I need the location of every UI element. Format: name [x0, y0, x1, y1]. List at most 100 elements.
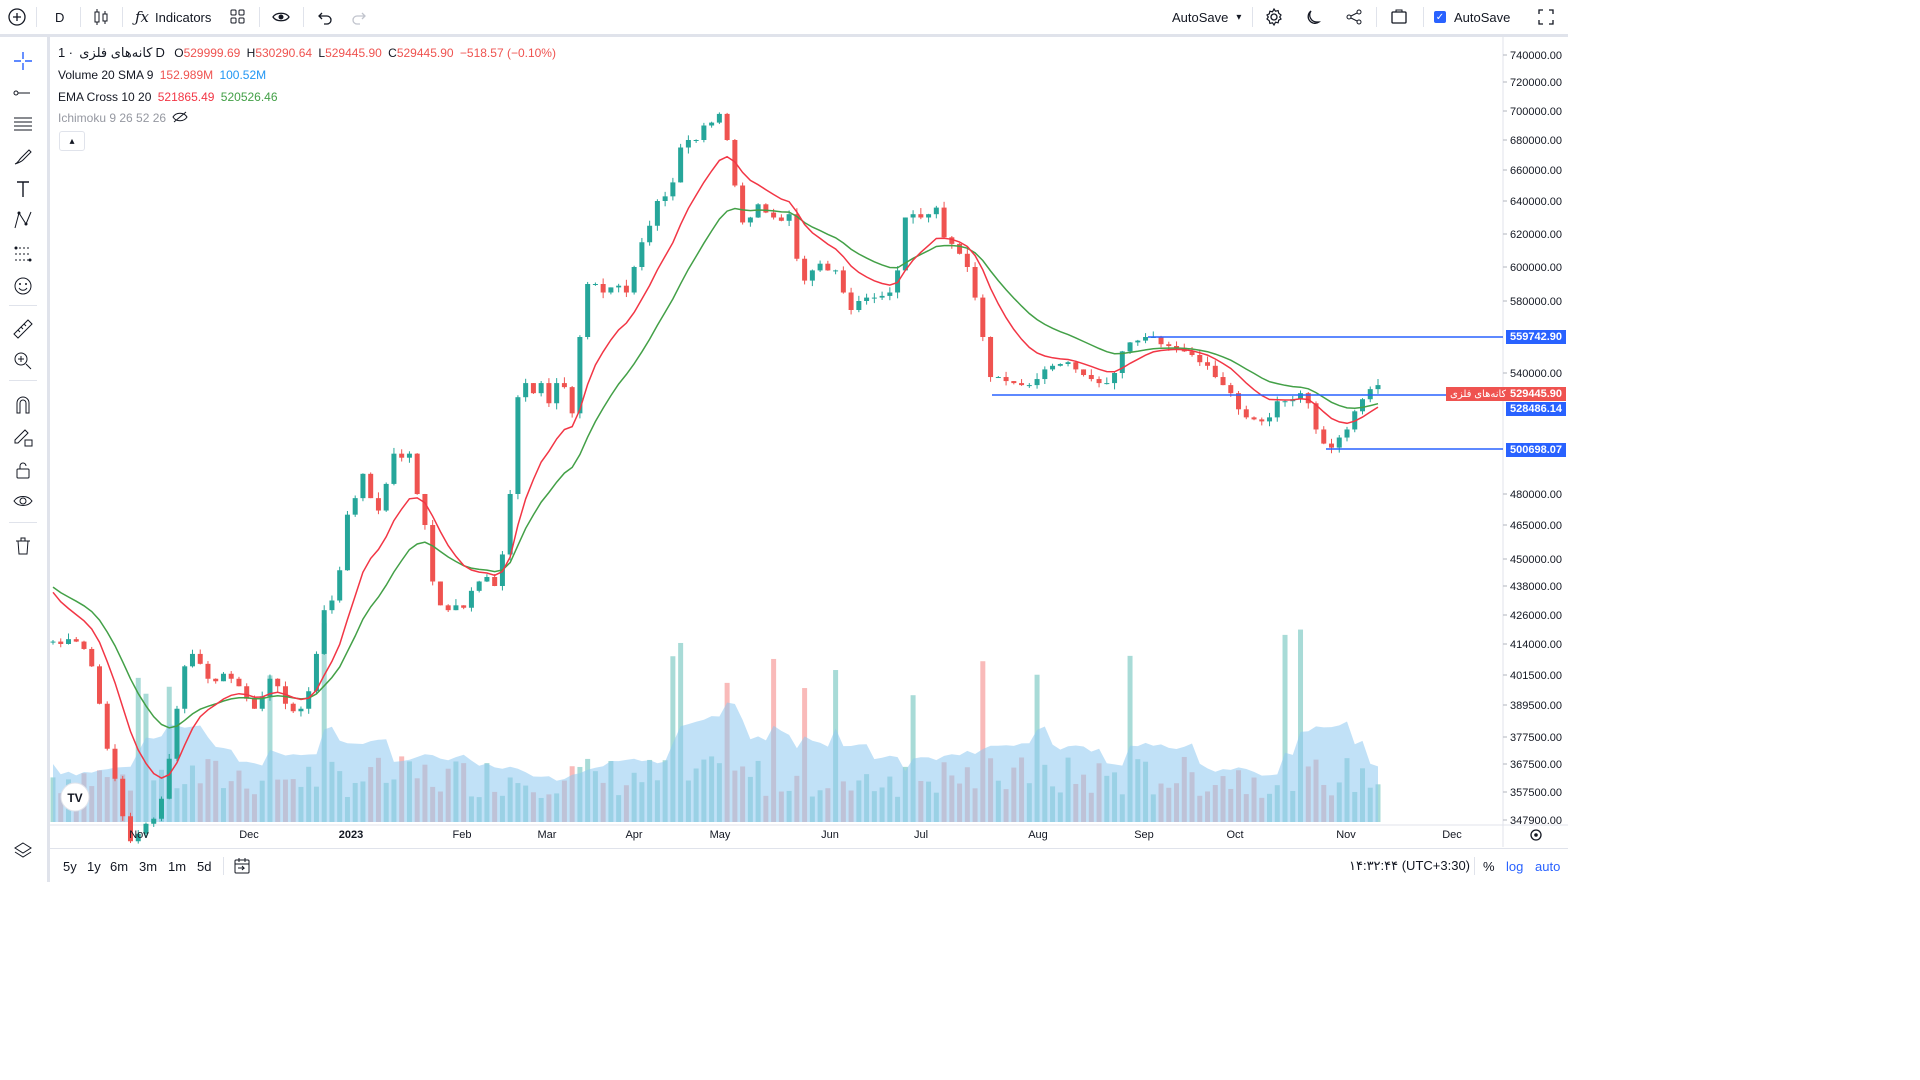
price-tick-label: 401500.00: [1510, 670, 1562, 682]
chevron-up-icon: ▴: [69, 135, 75, 147]
horizontal-lines-icon[interactable]: [11, 112, 35, 136]
snapshot-icon[interactable]: [1390, 0, 1408, 34]
eye-icon[interactable]: [271, 0, 291, 34]
range-6m[interactable]: 6m: [110, 858, 129, 874]
plus-circle-icon[interactable]: [7, 0, 27, 34]
layers-icon[interactable]: [11, 839, 35, 863]
candle-body: [81, 641, 87, 649]
candle-body: [329, 600, 335, 611]
fullscreen-icon[interactable]: [1537, 0, 1555, 34]
candle-body: [205, 663, 211, 679]
price-tick-label: 389500.00: [1510, 700, 1562, 712]
time-tick-label: Dec: [1442, 829, 1462, 841]
auto-toggle[interactable]: auto: [1535, 858, 1561, 874]
candle-body: [468, 590, 474, 608]
candle-body: [484, 577, 490, 582]
candle-body: [461, 605, 467, 608]
high-value: 530290.64: [255, 46, 313, 60]
ichimoku-legend[interactable]: Ichimoku 9 26 52 26: [58, 111, 191, 126]
function-icon: ƒx: [135, 8, 150, 26]
undo-icon[interactable]: [316, 0, 334, 34]
redo-icon[interactable]: [350, 0, 368, 34]
candle-body: [1367, 389, 1373, 400]
time-tick-label: Apr: [625, 829, 642, 841]
candle-body: [825, 263, 831, 271]
brush-icon[interactable]: [11, 145, 35, 169]
candle-body: [1019, 383, 1025, 386]
candle-body: [352, 498, 358, 515]
time-tick-label: Dec: [239, 829, 259, 841]
candle-body: [182, 666, 188, 709]
legend-interval: 1D: [58, 45, 165, 60]
candle-body: [422, 494, 428, 525]
templates-icon[interactable]: [229, 0, 247, 34]
settings-gear-icon[interactable]: [1530, 829, 1542, 841]
candle-body: [1375, 385, 1381, 390]
gear-icon[interactable]: [1264, 0, 1284, 34]
autosave-dropdown[interactable]: AutoSave ▾: [1172, 0, 1241, 34]
range-1m[interactable]: 1m: [168, 858, 187, 874]
interval-button[interactable]: D: [55, 9, 65, 25]
candle-body: [647, 225, 653, 243]
pattern-icon[interactable]: [11, 208, 35, 232]
eye-visibility-icon[interactable]: [11, 489, 35, 513]
candle-body: [941, 207, 947, 238]
range-3m[interactable]: 3m: [139, 858, 158, 874]
range-5y[interactable]: 5y: [63, 858, 77, 874]
price-tick-label: 640000.00: [1510, 196, 1562, 208]
price-tick-label: 414000.00: [1510, 639, 1562, 651]
ruler-icon[interactable]: [11, 317, 35, 341]
candle-body: [523, 383, 529, 398]
lock-icon[interactable]: [11, 458, 35, 482]
autosave-checkbox[interactable]: ✓ AutoSave: [1434, 0, 1510, 34]
trash-icon[interactable]: [11, 534, 35, 558]
candle-body: [902, 217, 908, 271]
crosshair-icon[interactable]: [11, 49, 35, 73]
zoom-in-icon[interactable]: [11, 349, 35, 373]
candle-body: [871, 297, 877, 299]
goto-date-icon[interactable]: [233, 849, 251, 883]
log-toggle[interactable]: log: [1506, 858, 1524, 874]
text-icon[interactable]: [11, 177, 35, 201]
range-1y[interactable]: 1y: [87, 858, 101, 874]
candle-body: [391, 453, 397, 484]
share-icon[interactable]: [1345, 0, 1363, 34]
percent-toggle[interactable]: %: [1483, 858, 1495, 874]
candles-icon[interactable]: [91, 0, 111, 34]
bottom-toolbar: 5y 1y 6m 3m 1m 5d ۱۴:۳۲:۴۴ (UTC+3:30) % …: [50, 848, 1568, 883]
candle-body: [1344, 429, 1350, 438]
candle-body: [1259, 419, 1265, 422]
clock-time[interactable]: ۱۴:۳۲:۴۴ (UTC+3:30): [1349, 858, 1470, 873]
trend-line-icon[interactable]: [11, 81, 35, 105]
drawing-toolbar: [0, 37, 50, 882]
price-tick-label: 480000.00: [1510, 489, 1562, 501]
forecast-icon[interactable]: [11, 242, 35, 266]
eye-hidden-icon[interactable]: [172, 111, 189, 126]
range-5d[interactable]: 5d: [197, 858, 212, 874]
lock-drawing-icon[interactable]: [11, 425, 35, 449]
symbol-name[interactable]: کانه‌های فلزی: [79, 45, 153, 60]
volume-bar: [910, 695, 916, 822]
candle-body: [228, 673, 234, 679]
candle-body: [1011, 381, 1017, 384]
price-chart[interactable]: 740000.00 720000.00 700000.00 680000.00 6600…: [50, 37, 1568, 847]
emoji-icon[interactable]: [11, 274, 35, 298]
ema-legend[interactable]: EMA Cross 10 20 521865.49 520526.46: [58, 90, 281, 104]
moon-icon[interactable]: [1305, 0, 1323, 34]
volume-legend[interactable]: Volume 20 SMA 9 152.989M 100.52M: [58, 68, 269, 82]
candle-body: [321, 610, 327, 654]
magnet-icon[interactable]: [11, 393, 35, 417]
price-label-resistance: 559742.90: [1506, 330, 1566, 344]
candle-body: [1143, 337, 1149, 341]
price-tick-label: 580000.00: [1510, 296, 1562, 308]
price-tick-label: 660000.00: [1510, 165, 1562, 177]
candle-body: [980, 297, 986, 337]
collapse-legend-button[interactable]: ▴: [59, 131, 85, 151]
candle-body: [166, 758, 172, 799]
candle-body: [1236, 393, 1242, 410]
volume-title: Volume 20 SMA 9: [58, 68, 154, 82]
candle-body: [1166, 344, 1172, 346]
time-tick-label: May: [710, 829, 731, 841]
indicators-button[interactable]: ƒx Indicators: [135, 0, 211, 34]
ema-slow-line: [52, 207, 1379, 729]
